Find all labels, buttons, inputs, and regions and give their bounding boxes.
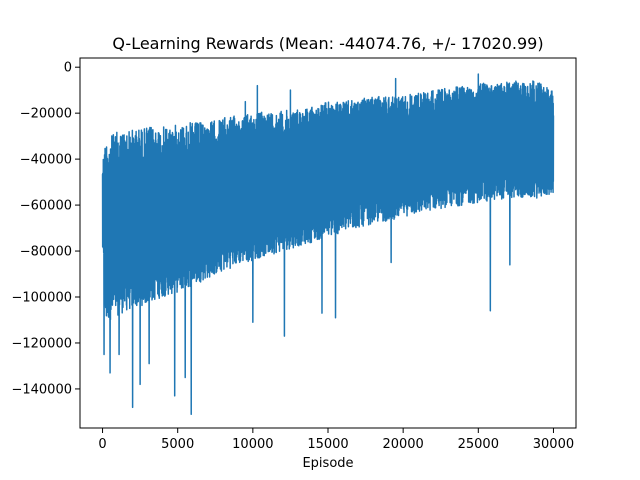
x-tick-label: 5000	[161, 437, 194, 452]
x-axis-label: Episode	[302, 456, 353, 471]
y-tick-label: −80000	[20, 245, 72, 260]
x-axis: 0 5000 10000 15000 20000 25000 30000	[98, 428, 574, 452]
chart-title: Q-Learning Rewards (Mean: -44074.76, +/-…	[112, 34, 543, 53]
x-tick-label: 0	[98, 437, 106, 452]
x-tick-label: 25000	[458, 437, 499, 452]
y-axis: 0 −20000 −40000 −60000 −80000 −100000 −120000 −…	[11, 61, 80, 397]
y-tick-label: −140000	[11, 382, 72, 397]
x-tick-label: 10000	[232, 437, 273, 452]
y-tick-label: −100000	[11, 291, 72, 306]
x-tick-label: 20000	[382, 437, 423, 452]
plot-area	[101, 73, 555, 415]
reward-series-line	[101, 73, 555, 415]
y-tick-label: −40000	[20, 153, 72, 168]
x-tick-label: 15000	[307, 437, 348, 452]
y-tick-label: −60000	[20, 199, 72, 214]
x-tick-label: 30000	[533, 437, 574, 452]
y-tick-label: −20000	[20, 107, 72, 122]
y-tick-label: −120000	[11, 336, 72, 351]
y-tick-label: 0	[64, 61, 72, 76]
